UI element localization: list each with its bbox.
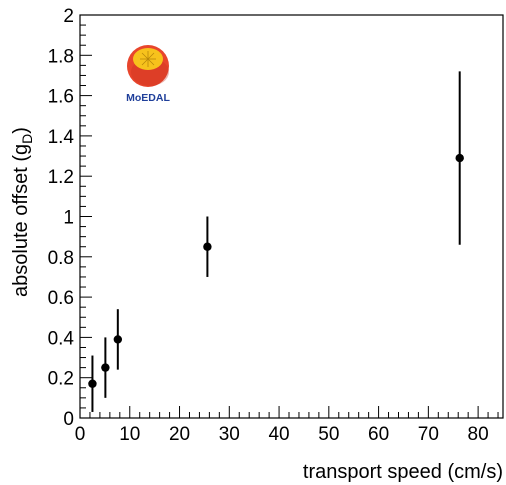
data-point <box>101 337 110 398</box>
x-axis-title: transport speed (cm/s) <box>303 461 503 483</box>
x-tick-label: 40 <box>268 424 289 445</box>
y-tick-label: 0.4 <box>48 328 75 349</box>
data-point <box>88 355 97 412</box>
y-tick-label: 0.8 <box>48 248 74 269</box>
x-tick-label: 50 <box>318 424 339 445</box>
y-tick-label: 0 <box>63 409 74 430</box>
logo-text: MoEDAL <box>126 92 170 104</box>
x-tick-label: 80 <box>468 424 489 445</box>
moedal-logo: MoEDAL <box>126 45 170 104</box>
y-tick-label: 2 <box>63 6 74 27</box>
data-point <box>203 216 212 277</box>
x-tick-label: 0 <box>75 424 86 445</box>
x-tick-label: 60 <box>368 424 389 445</box>
data-point <box>113 309 123 370</box>
x-tick-label: 70 <box>418 424 439 445</box>
y-tick-label: 1.2 <box>48 167 74 188</box>
point-marker <box>113 335 123 344</box>
point-marker <box>203 242 212 251</box>
y-axis-title-main: absolute offset (g <box>10 144 32 297</box>
logo-burst-icon <box>140 51 156 67</box>
point-marker <box>455 153 464 163</box>
y-tick-label: 0.6 <box>48 288 74 309</box>
y-tick-label: 1.4 <box>48 127 75 148</box>
data-series <box>88 71 464 412</box>
y-tick-label: 1.8 <box>48 46 74 67</box>
y-axis-title: absolute offset (gD) <box>10 127 35 297</box>
point-marker <box>88 379 97 388</box>
y-axis-title-close: ) <box>10 127 32 134</box>
x-tick-label: 20 <box>169 424 190 445</box>
y-axis-title-subscript: D <box>19 134 35 144</box>
y-tick-label: 1 <box>63 208 74 229</box>
y-tick-label: 0.2 <box>48 369 74 390</box>
y-tick-label: 1.6 <box>48 87 74 108</box>
data-point <box>455 71 464 245</box>
y-axis: 0 0.2 0.4 0.6 0.8 1 1.2 1.4 1.6 1.8 2 <box>48 6 92 430</box>
x-tick-label: 30 <box>219 424 240 445</box>
x-tick-label: 10 <box>119 424 140 445</box>
x-axis: 0 10 20 30 40 50 60 70 80 <box>75 406 499 445</box>
point-marker <box>101 363 110 372</box>
